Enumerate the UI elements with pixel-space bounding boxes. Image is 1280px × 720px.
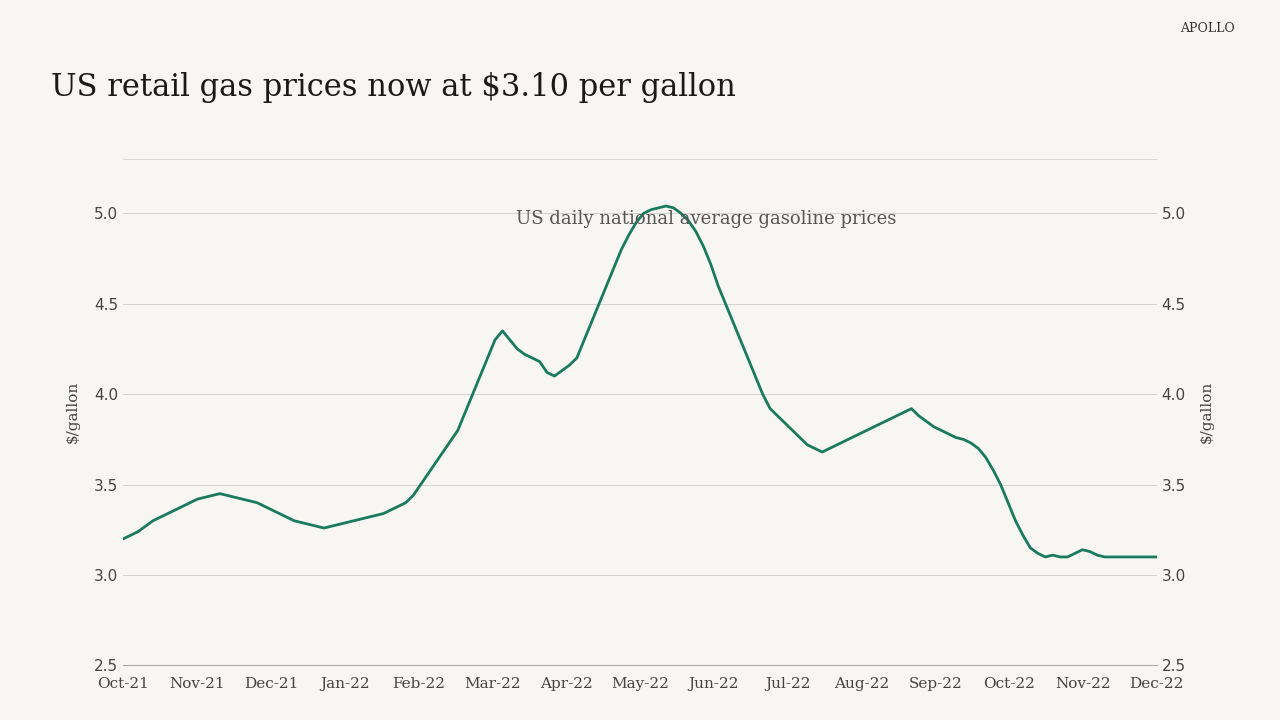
Text: US daily national average gasoline prices: US daily national average gasoline price… — [516, 210, 896, 228]
Y-axis label: $/gallon: $/gallon — [1199, 381, 1213, 444]
Y-axis label: $/gallon: $/gallon — [67, 381, 81, 444]
Text: US retail gas prices now at $3.10 per gallon: US retail gas prices now at $3.10 per ga… — [51, 72, 736, 103]
Text: APOLLO: APOLLO — [1180, 22, 1235, 35]
